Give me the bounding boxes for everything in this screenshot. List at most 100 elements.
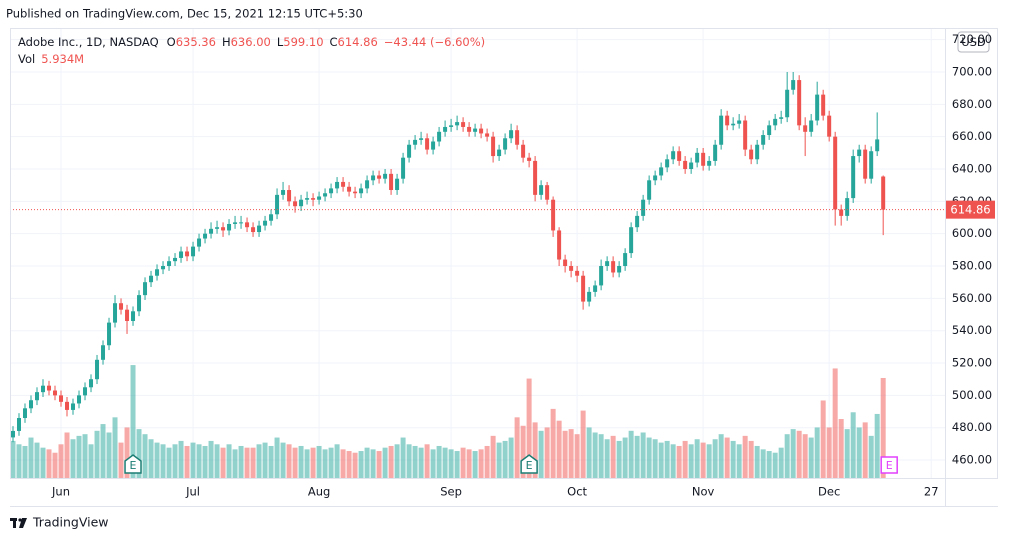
candle-body [809,120,814,132]
volume-bar [826,427,832,478]
earnings-badge[interactable] [880,456,898,474]
frame [10,28,998,479]
candle-body [545,185,550,200]
candle-body [461,122,466,127]
ohlc-key: H [222,35,231,49]
x-tick-label: Aug [308,485,330,499]
logo-part [13,518,16,528]
candle-body [125,309,130,321]
candle-body [41,385,46,393]
candle-body [629,227,634,254]
y-tick-label: 580.00 [952,259,992,273]
volume-bar [868,435,874,478]
ohlc-value: 636.00 [231,35,271,49]
candle-body [239,222,244,224]
candle-body [683,160,688,169]
volume-bar [142,434,148,478]
y-tick-label: 500.00 [952,388,992,402]
volume-bar [172,444,178,478]
volume-bar [166,447,172,478]
volume-bar [742,435,748,478]
brand-name: TradingView [32,515,109,530]
volume-bar [52,452,58,478]
volume-bar [334,444,340,478]
x-tick-label: Oct [567,485,587,499]
x-tick-label: Jun [51,485,70,499]
volume-bar [358,451,364,478]
volume-bar [346,451,352,478]
volume-bar [598,434,604,478]
candle-body [425,138,430,150]
volume-bar [688,444,694,478]
candle-body [719,115,724,145]
volume-bar [10,440,16,478]
candle-body [389,173,394,191]
volume-bar [352,452,358,478]
candle-body [455,122,460,126]
candle-body [815,94,820,121]
volume-bar [514,417,520,478]
candle-body [779,117,784,119]
y-tick-label: 540.00 [952,323,992,337]
candle-body [419,138,424,140]
volume-bar [856,427,862,478]
volume-bar [472,451,478,478]
candle-body [215,227,220,229]
ohlc-value: 599.10 [283,35,323,49]
earnings-badge[interactable] [520,454,538,474]
volume-bar [880,377,886,478]
volume-bar [280,442,286,478]
candle-body [65,401,70,410]
candle-body [497,149,502,157]
volume-bar [310,447,316,478]
volume-bar [304,449,310,478]
candle-body [17,418,22,431]
candle-body [113,303,118,323]
candle-body [131,311,136,321]
candle-body [737,120,742,124]
candle-body [551,199,556,231]
candle-body [701,152,706,166]
volume-bar [382,447,388,478]
volume-bar [250,447,256,478]
volume-bar [460,447,466,478]
candle-body [371,175,376,181]
volume-bar [436,445,442,478]
volume-bar [328,447,334,478]
y-tick-label: 460.00 [952,453,992,467]
volume-bar [790,429,796,478]
currency-label: USD [961,35,986,49]
candle-body [317,196,322,200]
candle-body [29,400,34,409]
volume-bar [292,447,298,478]
candle-body [293,201,298,207]
volume-bar [76,435,82,478]
volume-bar [628,430,634,478]
candle-body [149,275,154,283]
ohlc-value: 614.86 [338,35,378,49]
candle-body [593,285,598,292]
candle-body [35,392,40,401]
volume-bar [832,368,838,478]
brand-logo [10,518,27,528]
volume-bar [760,449,766,478]
candle-body [275,194,280,215]
volume-bar [424,444,430,478]
earnings-badge[interactable] [124,454,142,474]
volume-bar [454,451,460,478]
candle-body [755,144,760,160]
volume-value: 5.934M [41,52,84,66]
currency-badge[interactable] [957,31,990,53]
candle-body [341,181,346,187]
volume-bar [100,424,106,478]
candle-body [557,230,562,260]
volume-bar [766,451,772,478]
y-tick-label: 600.00 [952,226,992,240]
volume-bar [118,442,124,478]
candle-body [281,190,286,195]
volume-bar [262,442,268,478]
volume-bar [322,449,328,478]
volume-bar [610,435,616,478]
volume-bar [562,430,568,478]
candle-body [521,144,526,158]
